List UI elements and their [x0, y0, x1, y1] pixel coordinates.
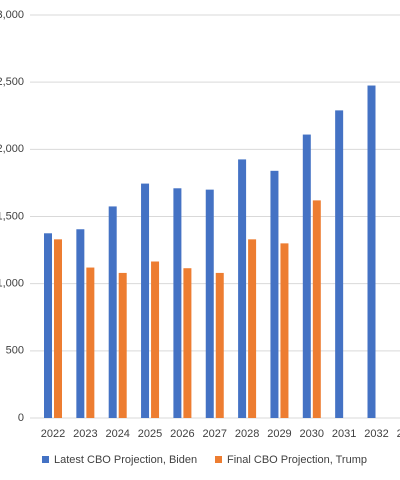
x-tick-label: 2026 — [170, 428, 194, 440]
bar — [141, 183, 150, 418]
y-tick-label: 1,000 — [0, 278, 24, 290]
y-tick-label: 500 — [6, 345, 24, 357]
legend-label: Latest CBO Projection, Biden — [54, 454, 197, 466]
bar — [302, 134, 311, 418]
bar — [270, 170, 279, 418]
bar — [248, 239, 257, 418]
x-tick-label: 2024 — [105, 428, 129, 440]
legend-swatch — [215, 456, 222, 463]
bar — [44, 233, 52, 418]
bar — [312, 200, 321, 418]
bar — [54, 239, 62, 418]
x-tick-label: 2023 — [73, 428, 97, 440]
bar — [205, 189, 214, 418]
y-tick-label: 2,000 — [0, 143, 24, 155]
y-tick-label: 1,500 — [0, 210, 24, 222]
legend-swatch — [42, 456, 49, 463]
x-tick-label: 2028 — [235, 428, 259, 440]
bar — [173, 188, 182, 418]
x-tick-label: 2022 — [41, 428, 65, 440]
x-tick-label: 2032 — [364, 428, 388, 440]
bar — [86, 267, 95, 418]
bar — [151, 261, 160, 418]
bar — [215, 272, 224, 418]
bar — [108, 206, 117, 418]
y-tick-label: 2,500 — [0, 76, 24, 88]
x-tick-label: 2027 — [203, 428, 227, 440]
x-tick-label: 2030 — [300, 428, 324, 440]
legend-label: Final CBO Projection, Trump — [227, 454, 367, 466]
bar — [280, 243, 289, 418]
bar — [335, 110, 344, 419]
bar — [183, 268, 192, 418]
x-tick-label: 2031 — [332, 428, 356, 440]
bar — [76, 229, 85, 418]
bar — [367, 85, 376, 419]
x-tick-label: 2025 — [138, 428, 162, 440]
x-tick-label: 2029 — [267, 428, 291, 440]
y-tick-label: 3,000 — [0, 9, 24, 21]
bar — [118, 272, 127, 418]
x-tick-label: 2033 — [397, 428, 400, 440]
bar — [238, 159, 247, 419]
y-tick-label: 0 — [18, 412, 24, 424]
